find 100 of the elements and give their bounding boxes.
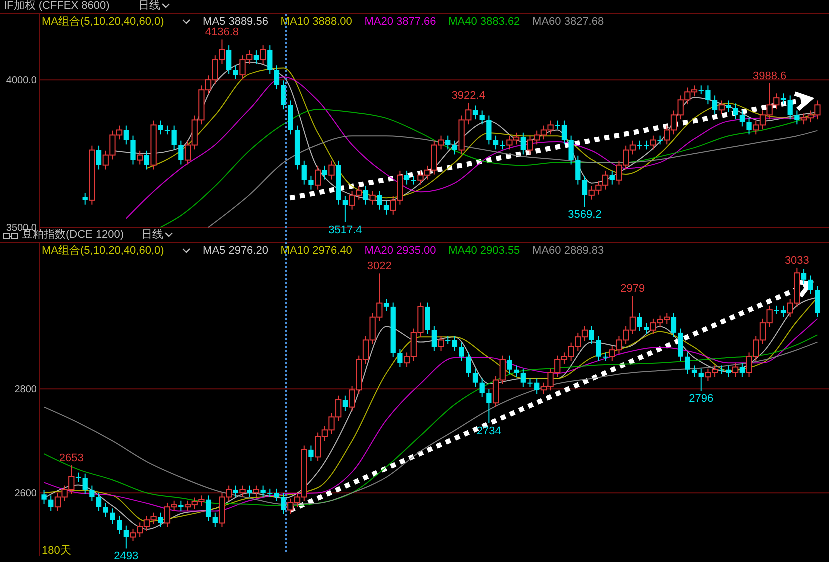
candlestick	[432, 326, 437, 352]
candlestick	[425, 302, 430, 336]
candlestick	[514, 365, 520, 378]
candlestick	[302, 160, 307, 186]
candlestick	[253, 485, 260, 498]
chart-subtitle: 日线	[142, 228, 164, 241]
candlestick	[124, 525, 129, 550]
text: MA10 3888.00	[280, 16, 352, 28]
candlestick	[794, 110, 800, 126]
candlestick	[233, 65, 238, 80]
annotation: 180天	[42, 545, 72, 557]
text: MA10 2976.40	[280, 245, 352, 257]
candlestick	[110, 508, 116, 525]
candlestick	[815, 286, 820, 318]
candlestick	[685, 352, 690, 375]
candlestick	[596, 336, 602, 362]
candlestick	[308, 175, 314, 190]
candlestick	[466, 352, 472, 378]
candlestick	[254, 50, 260, 65]
text: MA40 3883.62	[448, 16, 520, 28]
chart-subtitle: 日线	[138, 0, 161, 12]
annotation: 3517.4	[328, 224, 362, 236]
candlestick	[212, 512, 218, 528]
candlestick	[206, 495, 212, 522]
candlestick	[48, 495, 54, 512]
annotation: 3033	[784, 254, 810, 267]
candlestick	[582, 175, 588, 208]
candlestick	[788, 95, 793, 120]
candlestick	[178, 500, 184, 512]
candlestick	[240, 485, 246, 498]
annotation: 2653	[59, 452, 84, 465]
candlestick	[740, 362, 745, 378]
candlestick	[130, 135, 136, 166]
legend-title: MA组合(5,10,20,40,60,0)	[42, 244, 164, 257]
text: MA20 2935.00	[364, 245, 436, 257]
candlestick	[370, 190, 376, 206]
annotation: 3569.2	[568, 209, 602, 222]
candlestick	[671, 312, 677, 338]
candlestick	[363, 185, 369, 206]
candlestick	[692, 365, 698, 378]
text: MA40 2903.55	[448, 245, 520, 257]
candlestick	[384, 200, 390, 216]
candlestick	[438, 336, 444, 352]
candlestick	[712, 95, 718, 116]
candlestick	[117, 515, 122, 535]
candlestick	[780, 305, 786, 318]
candlestick	[452, 140, 458, 156]
candlestick	[178, 140, 184, 166]
text: MA20 3877.66	[364, 16, 436, 28]
candlestick	[260, 45, 266, 65]
legend-label: MA5 2976.20	[203, 245, 268, 257]
candlestick	[96, 145, 102, 170]
candlestick	[568, 135, 574, 166]
candlestick	[472, 368, 478, 388]
candlestick	[398, 348, 403, 368]
candlestick	[493, 135, 499, 150]
candlestick	[274, 488, 280, 502]
candlestick	[342, 196, 348, 223]
candlestick	[247, 485, 252, 498]
candlestick	[740, 110, 745, 128]
annotation: 2734	[476, 425, 502, 438]
annotation: 3922.4	[452, 90, 486, 102]
candlestick	[698, 368, 704, 392]
candlestick	[576, 155, 581, 186]
candlestick	[42, 490, 47, 505]
candlestick	[589, 326, 594, 345]
candlestick	[268, 45, 273, 75]
candlestick	[446, 336, 451, 345]
candlestick	[82, 192, 88, 206]
chart-title: IF加权 (CFFEX 8600)	[4, 0, 110, 12]
candlestick	[226, 45, 232, 75]
candlestick	[732, 362, 739, 378]
candlestick	[602, 352, 608, 362]
candlestick	[172, 125, 177, 150]
candlestick	[124, 125, 129, 146]
candlestick	[82, 473, 88, 495]
candlestick	[520, 368, 526, 388]
candlestick	[90, 485, 95, 502]
candlestick	[308, 445, 314, 462]
candlestick	[644, 322, 650, 336]
candlestick	[650, 135, 657, 150]
annotation: 4136.8	[205, 26, 240, 39]
candlestick	[446, 135, 451, 150]
candlestick	[314, 165, 322, 190]
annotation: 3988.6	[752, 70, 787, 82]
candlestick	[637, 312, 642, 332]
candlestick	[780, 93, 786, 106]
candlestick	[472, 105, 478, 120]
candlestick	[480, 110, 485, 126]
legend-title: MA组合(5,10,20,40,60,0)	[42, 15, 164, 28]
candlestick	[411, 175, 416, 186]
candlestick	[520, 132, 526, 156]
candlestick	[404, 170, 410, 186]
candlestick	[610, 170, 615, 186]
candlestick	[103, 502, 108, 518]
candlestick	[76, 472, 82, 483]
candlestick	[562, 120, 568, 146]
candlestick	[342, 395, 348, 412]
candlestick	[486, 115, 492, 146]
candlestick	[726, 100, 732, 114]
